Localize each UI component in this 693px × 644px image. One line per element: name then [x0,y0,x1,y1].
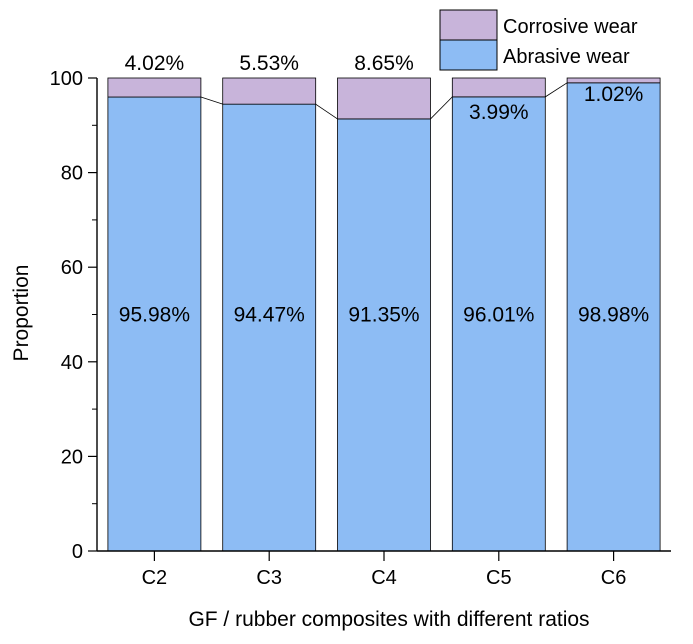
label-corrosive-c6: 1.02% [584,83,644,106]
connector-lines [200,82,568,120]
label-corrosive-c4: 8.65% [354,52,414,75]
bar-abrasive-c3 [222,103,317,552]
x-tick-label-c4: C4 [371,567,397,589]
bar-corrosive-c2 [107,77,202,98]
legend: Corrosive wear Abrasive wear [439,9,638,71]
label-corrosive-c3: 5.53% [239,52,299,75]
connector-line-1 [200,96,223,105]
label-abrasive-c5: 96.01% [463,304,534,327]
bars [107,77,661,552]
y-tick-label-80: 80 [61,163,83,185]
label-abrasive-c6: 98.98% [578,304,649,327]
x-tick-label-c6: C6 [601,567,627,589]
bar-corrosive-c4 [337,77,431,120]
connector-line-4 [545,82,568,98]
y-tick-label-60: 60 [61,257,83,279]
x-tick-label-c2: C2 [142,567,168,589]
label-abrasive-c3: 94.47% [234,304,305,327]
label-abrasive-c4: 91.35% [348,304,419,327]
label-corrosive-c5: 3.99% [469,101,529,124]
bar-abrasive-c5 [451,96,546,552]
y-tick-label-100: 100 [50,68,83,90]
bar-labels: 95.98% 4.02% 94.47% 5.53% 91.35% 8.65% 96.01% 3… [119,52,649,327]
label-corrosive-c2: 4.02% [125,52,185,75]
ticks: C2 C3 C4 C5 C6 0 20 40 60 80 100 [50,68,627,589]
x-tick-label-c3: C3 [256,567,282,589]
x-axis-title: GF / rubber composites with different ra… [188,608,589,631]
bar-abrasive-c4 [337,118,431,552]
legend-swatch-abrasive-wear [439,39,498,71]
y-axis-title: Proportion [10,265,33,362]
bar-corrosive-c3 [222,77,317,105]
legend-label-corrosive-wear: Corrosive wear [503,16,638,38]
connector-line-2 [315,103,338,120]
x-tick-label-c5: C5 [486,567,512,589]
legend-label-abrasive-wear: Abrasive wear [503,46,630,68]
label-abrasive-c2: 95.98% [119,304,190,327]
y-tick-label-0: 0 [72,541,83,563]
connector-line-3 [430,96,453,120]
bar-corrosive-c6 [566,77,661,84]
y-tick-label-40: 40 [61,352,83,374]
legend-swatch-corrosive-wear [439,9,498,41]
bar-abrasive-c6 [566,82,661,552]
bar-corrosive-c5 [451,77,546,98]
bar-abrasive-c2 [107,96,202,552]
y-tick-label-20: 20 [61,446,83,468]
